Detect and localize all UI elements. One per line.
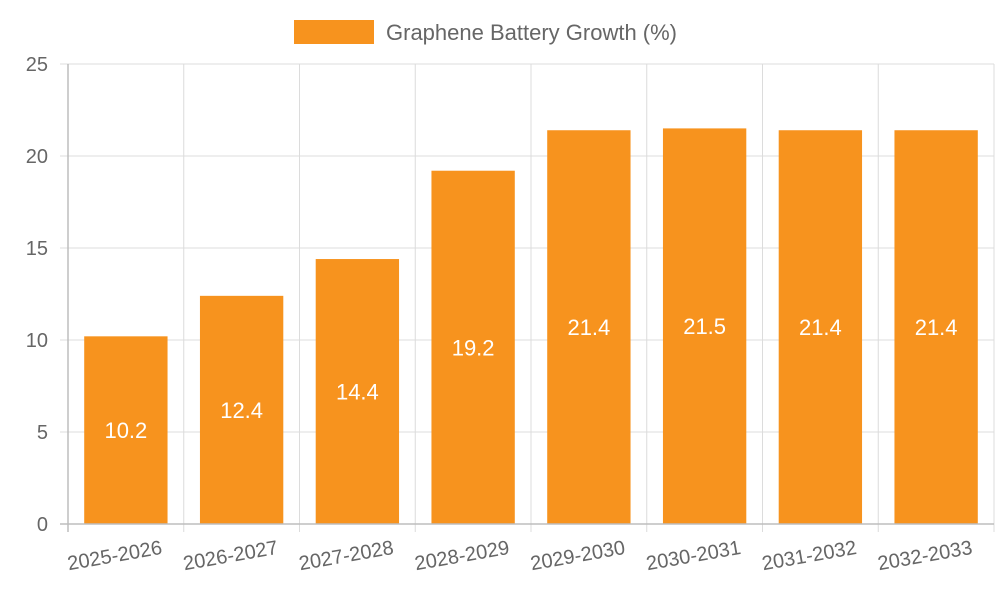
bar[interactable] xyxy=(778,130,863,525)
legend-swatch xyxy=(294,20,374,44)
bar[interactable] xyxy=(199,295,284,524)
data-labels: 10.2 12.4 14.4 19.2 21.4 21.5 21.4 21.4 xyxy=(104,314,957,443)
y-tick-label: 5 xyxy=(37,422,48,444)
x-tick-label: 2032-2033 xyxy=(876,537,974,575)
x-tick-label: 2029-2030 xyxy=(529,537,627,575)
y-tick-label: 0 xyxy=(37,514,48,536)
bar-value-label: 14.4 xyxy=(336,380,379,405)
bar[interactable] xyxy=(547,130,631,525)
bar[interactable] xyxy=(894,130,978,525)
bar[interactable] xyxy=(84,336,168,524)
x-tick-label: 2031-2032 xyxy=(760,537,858,575)
bar-value-label: 19.2 xyxy=(452,335,495,360)
x-tick-label: 2025-2026 xyxy=(66,537,164,575)
bar-value-label: 21.4 xyxy=(567,315,610,340)
bar-value-label: 21.4 xyxy=(799,315,842,340)
legend-label: Graphene Battery Growth (%) xyxy=(386,20,677,45)
bar-value-label: 12.4 xyxy=(220,398,263,423)
y-tick-label: 15 xyxy=(26,238,48,260)
x-tick-label: 2027-2028 xyxy=(297,537,395,575)
legend[interactable]: Graphene Battery Growth (%) xyxy=(294,20,677,45)
bar[interactable] xyxy=(315,259,400,524)
y-tick-label: 20 xyxy=(26,146,48,168)
bar-value-label: 10.2 xyxy=(104,418,147,443)
bar-value-label: 21.4 xyxy=(915,315,958,340)
y-tick-label: 25 xyxy=(26,54,48,76)
x-tick-label: 2030-2031 xyxy=(645,537,743,575)
bar[interactable] xyxy=(662,128,747,524)
bars xyxy=(84,128,978,525)
bar-value-label: 21.5 xyxy=(683,314,726,339)
y-tick-label: 10 xyxy=(26,330,48,352)
x-tick-label: 2028-2029 xyxy=(413,537,511,575)
bar[interactable] xyxy=(431,170,515,524)
x-tick-label: 2026-2027 xyxy=(182,537,280,575)
